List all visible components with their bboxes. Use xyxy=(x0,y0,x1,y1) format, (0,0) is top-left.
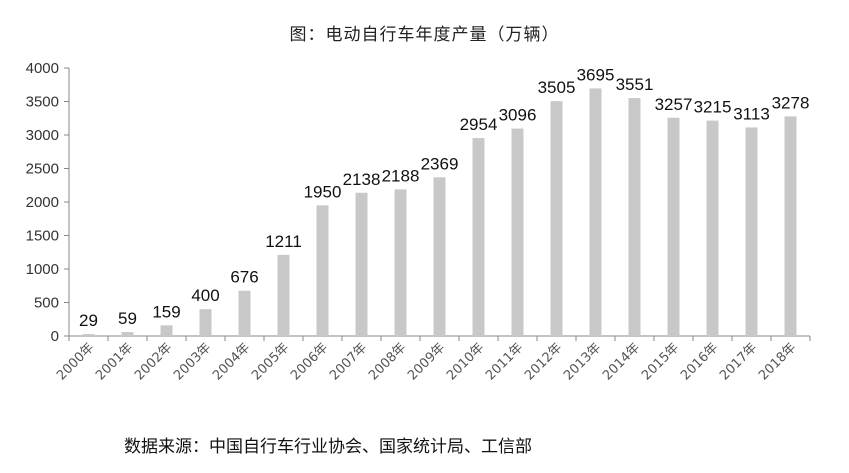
y-tick-label: 2500 xyxy=(26,161,59,178)
x-tick-label: 2007年 xyxy=(327,340,370,383)
x-tick-label: 2010年 xyxy=(444,340,487,383)
data-label: 2188 xyxy=(382,166,420,185)
data-label: 3695 xyxy=(577,65,615,84)
bar xyxy=(121,332,134,336)
y-tick-label: 1500 xyxy=(26,228,59,245)
bar xyxy=(511,128,524,336)
x-tick-label: 2015年 xyxy=(639,340,682,383)
x-tick-label: 2009年 xyxy=(405,340,448,383)
x-tick-label: 2011年 xyxy=(483,340,526,383)
x-tick-label: 2013年 xyxy=(561,340,604,383)
data-label: 3257 xyxy=(655,95,693,114)
y-tick-label: 3500 xyxy=(26,94,59,111)
bar xyxy=(550,101,563,336)
x-tick-label: 2005年 xyxy=(249,340,292,383)
data-label: 3551 xyxy=(616,75,654,94)
y-tick-label: 0 xyxy=(51,328,59,345)
bar xyxy=(82,334,95,336)
x-tick-label: 2000年 xyxy=(54,340,97,383)
y-tick-label: 4000 xyxy=(26,60,59,77)
x-tick-label: 2004年 xyxy=(210,340,253,383)
bars xyxy=(82,88,797,337)
x-tick-label: 2008年 xyxy=(366,340,409,383)
y-tick-label: 1000 xyxy=(26,261,59,278)
data-label: 29 xyxy=(79,311,98,330)
x-tick-label: 2014年 xyxy=(600,340,643,383)
data-label: 3278 xyxy=(772,93,810,112)
x-tick-label: 2002年 xyxy=(132,340,175,383)
bar xyxy=(628,98,641,336)
bar xyxy=(394,189,407,336)
x-tick-label: 2012年 xyxy=(522,340,565,383)
bar xyxy=(316,205,329,336)
x-tick-label: 2016年 xyxy=(678,340,721,383)
x-tick-label: 2018年 xyxy=(756,340,799,383)
x-tick-label: 2003年 xyxy=(171,340,214,383)
bar xyxy=(238,290,251,336)
data-label: 2954 xyxy=(460,115,498,134)
data-label: 3096 xyxy=(499,106,537,125)
x-tick-label: 2017年 xyxy=(717,340,760,383)
y-tick-label: 500 xyxy=(34,295,59,312)
y-axis: 0 500 1000 1500 2000 2500 3000 3500 4000 xyxy=(26,60,70,345)
data-label: 3505 xyxy=(538,78,576,97)
data-label: 3215 xyxy=(694,98,732,117)
x-tick-label: 2006年 xyxy=(288,340,331,383)
bar xyxy=(706,120,719,336)
data-label: 676 xyxy=(230,268,258,287)
bar xyxy=(160,325,173,336)
data-label: 159 xyxy=(152,302,180,321)
data-label: 59 xyxy=(118,309,137,328)
data-label: 400 xyxy=(191,286,219,305)
bar xyxy=(784,116,797,337)
bar xyxy=(199,309,212,336)
bar xyxy=(277,254,290,336)
chart-title: 图：电动自行车年度产量（万辆） xyxy=(289,25,560,45)
bar xyxy=(433,177,446,336)
x-tick-label: 2001年 xyxy=(93,340,136,383)
bar xyxy=(472,138,485,336)
bar xyxy=(745,127,758,336)
data-label: 2369 xyxy=(421,154,459,173)
y-tick-label: 3000 xyxy=(26,127,59,144)
bar xyxy=(355,192,368,336)
source-note: 数据来源：中国自行车行业协会、国家统计局、工信部 xyxy=(124,437,532,457)
data-label: 1211 xyxy=(265,232,302,251)
data-label: 1950 xyxy=(304,182,342,201)
bar xyxy=(667,117,680,336)
bar xyxy=(589,88,602,336)
data-label: 3113 xyxy=(733,104,770,123)
x-axis: 2000年2001年2002年2003年2004年2005年2006年2007年… xyxy=(54,335,811,383)
data-label: 2138 xyxy=(343,170,381,189)
y-tick-label: 2000 xyxy=(26,194,59,211)
